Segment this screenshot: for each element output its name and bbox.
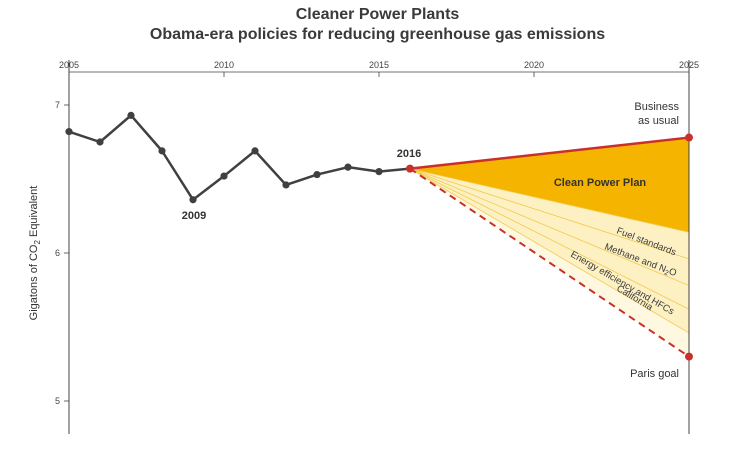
annotation-methane-end: O: [667, 266, 678, 279]
historical-point: [251, 147, 259, 155]
series-lines: [68, 114, 690, 358]
annotation-2016: 2016: [397, 148, 421, 160]
annotation-clean-power-plan: Clean Power Plan: [554, 177, 647, 189]
wedge-separator: [409, 168, 690, 310]
annotation-paris-goal: Paris goal: [630, 368, 679, 380]
wedge-separator: [409, 168, 690, 334]
historical-point: [96, 138, 104, 146]
annotation-bau-line1: Business: [634, 101, 679, 113]
annotation-methane-subscript: 2: [663, 269, 669, 277]
y-axis-label: Gigatons of CO2 Equivalent: [28, 186, 42, 321]
y-tick-label: 6: [55, 248, 60, 258]
chart-title: Cleaner Power Plants: [295, 6, 460, 23]
paris-goal-line: [409, 167, 690, 358]
x-tick-label: 2005: [59, 60, 79, 70]
x-tick-label: 2020: [524, 60, 544, 70]
historical-point: [375, 168, 383, 176]
y-axis-label-subscript: 2: [33, 240, 42, 245]
wedge-separator: [409, 168, 690, 233]
annotation-2009: 2009: [182, 210, 206, 222]
x-tick-label: 2025: [679, 60, 699, 70]
wedge-separator: [409, 168, 690, 260]
historical-point: [282, 181, 290, 189]
historical-point: [127, 111, 135, 119]
historical-point: [189, 196, 197, 204]
y-tick-label: 7: [55, 100, 60, 110]
business-as-usual-line: [409, 136, 690, 170]
historical-point: [158, 147, 166, 155]
historical-point: [313, 170, 321, 179]
annotation-bau-line2: as usual: [638, 115, 679, 127]
y-tick-label: 5: [55, 396, 60, 406]
chart-subtitle: Obama-era policies for reducing greenhou…: [149, 26, 606, 43]
wedge-separator: [409, 168, 690, 286]
x-tick-label: 2010: [214, 60, 234, 70]
point-2016: [406, 164, 414, 173]
y-axis-label-main: Gigatons of CO: [28, 244, 40, 320]
axes: 2005 2010 2015 2020 2025 5 6 7: [55, 60, 699, 434]
paris-goal-endpoint: [685, 352, 693, 361]
historical-emissions-line: [68, 114, 411, 201]
x-tick-label: 2015: [369, 60, 389, 70]
historical-point: [65, 128, 73, 136]
y-axis-label-end: Equivalent: [28, 186, 40, 240]
data-points: [65, 111, 693, 361]
historical-point: [220, 172, 228, 180]
business-as-usual-endpoint: [685, 133, 693, 142]
historical-point: [344, 163, 352, 171]
